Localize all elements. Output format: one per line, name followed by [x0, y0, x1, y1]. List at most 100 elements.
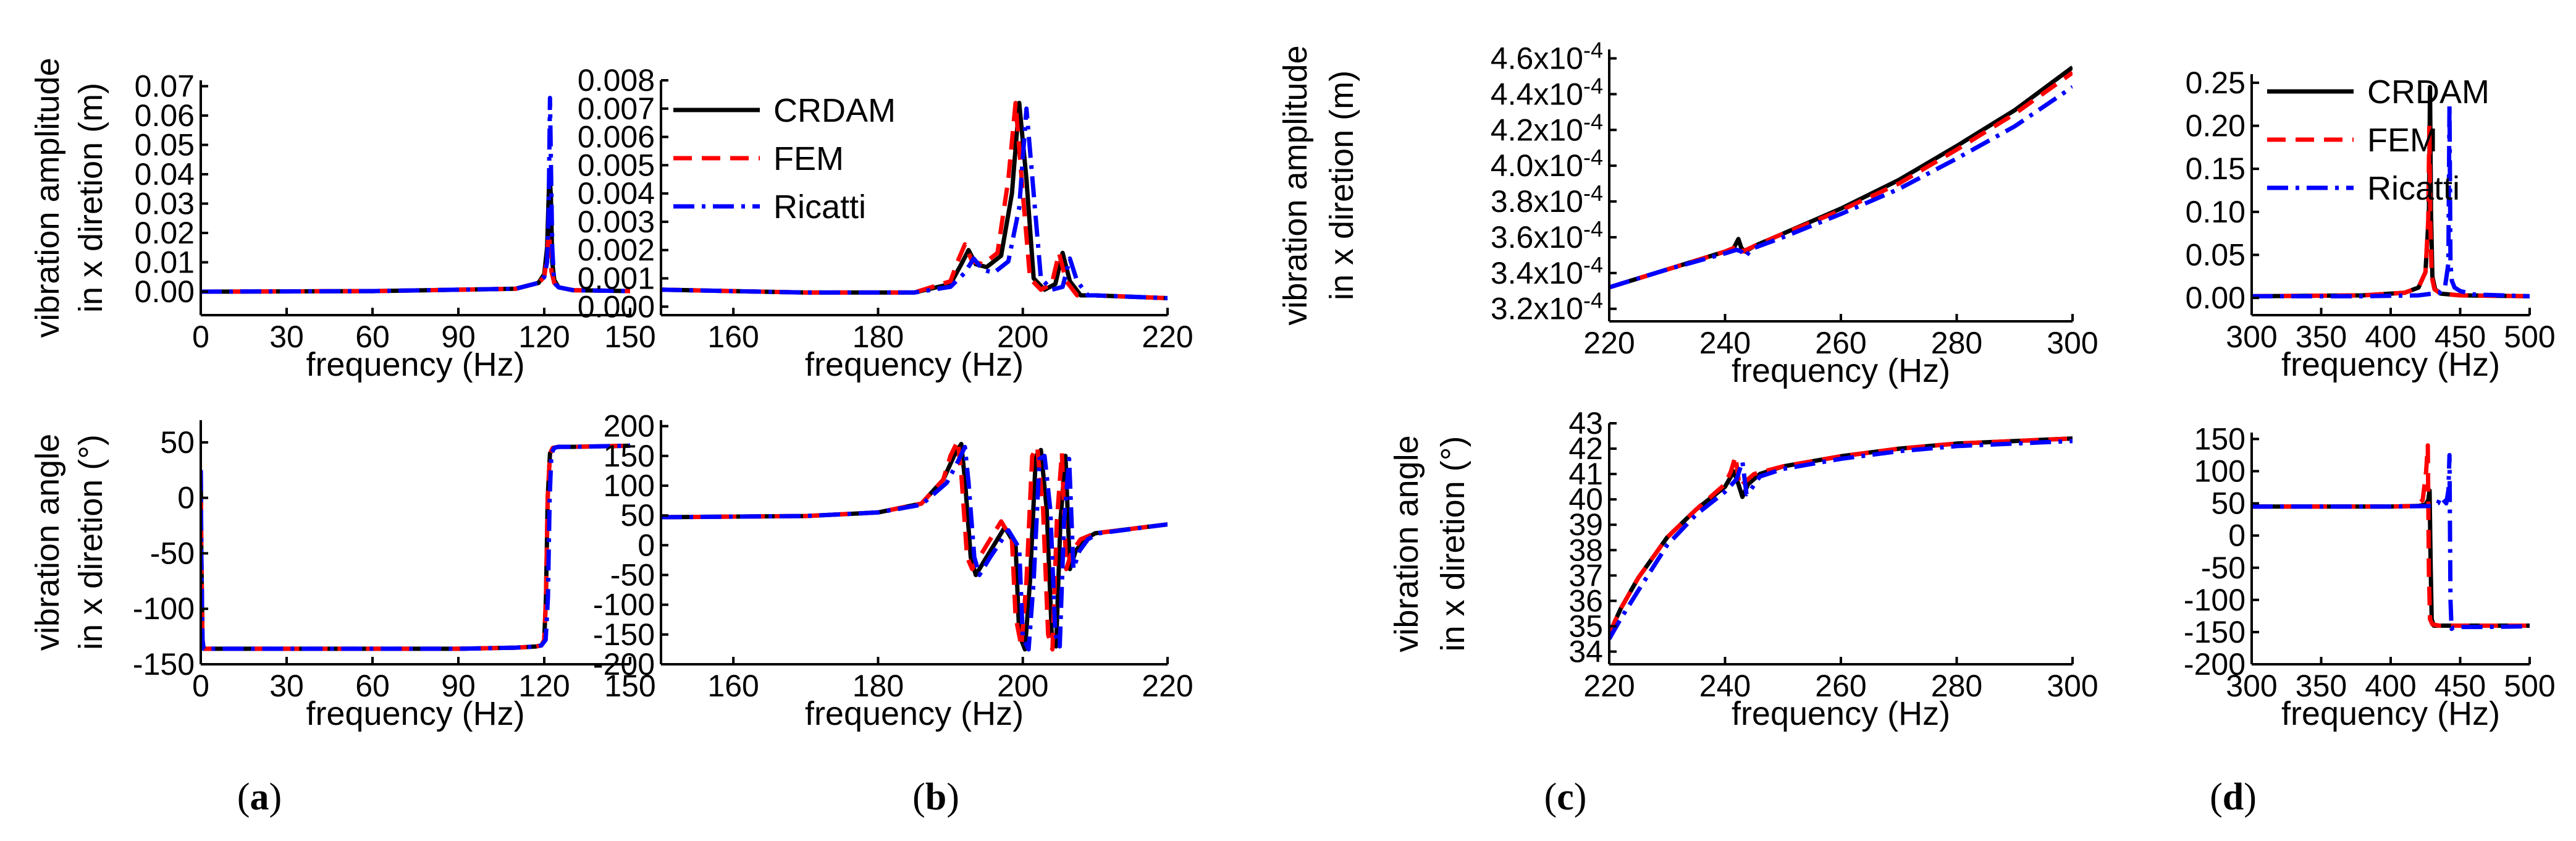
y-tick-label: 200 [604, 409, 655, 444]
y-tick-label: 0.04 [135, 157, 195, 192]
y-axis-label-line2: in x diretion (m) [72, 83, 109, 313]
x-axis-label: frequency (Hz) [1732, 695, 1950, 732]
y-tick-label: 0.25 [2186, 66, 2246, 100]
chart-d_top: 300 350 400 450 500 0.00 0.05 0.10 0.15 0.20 0.25 f… [2186, 66, 2556, 383]
series-line-fem-a_bot [201, 443, 630, 651]
y-tick-label: 4.2x10-4 [1491, 109, 1603, 147]
x-tick-label: 300 [2047, 669, 2098, 703]
series-line-ricatti-d_top [2252, 102, 2530, 298]
y-tick-label: 35 [1568, 609, 1603, 643]
x-tick-label: 150 [604, 319, 655, 354]
x-tick-label: 60 [355, 319, 390, 354]
series-line-ricatti-c_bot [1609, 439, 2073, 640]
x-tick-label: 450 [2435, 669, 2486, 703]
y-tick-label: 0.03 [135, 187, 195, 221]
x-tick-label: 300 [2226, 669, 2277, 703]
series-line-crdam-a_top [201, 172, 630, 294]
series-line-fem-c_bot [1609, 436, 2073, 635]
x-axis-label: frequency (Hz) [805, 695, 1024, 732]
y-tick-label: 0.005 [578, 148, 655, 182]
y-tick-label: 38 [1568, 533, 1603, 567]
x-tick-label: 260 [1815, 669, 1866, 703]
x-tick-label: 30 [269, 669, 304, 703]
y-tick-label: 0.15 [2186, 151, 2246, 186]
y-axis-label-line2: in x diretion (°) [1434, 436, 1471, 652]
x-tick-label: 500 [2504, 319, 2555, 354]
y-axis-label-line1: vibration amplitude [1277, 45, 1314, 325]
y-tick-label: -100 [593, 588, 655, 622]
x-tick-label: 400 [2365, 669, 2416, 703]
legend-label-fem: FEM [2367, 122, 2438, 159]
x-axis-label: frequency (Hz) [805, 346, 1024, 383]
x-tick-label: 0 [192, 319, 209, 354]
legend-label-fem: FEM [773, 140, 844, 177]
y-tick-label: 0.05 [2186, 238, 2246, 273]
y-tick-label: 0.05 [135, 128, 195, 163]
x-tick-label: 180 [852, 319, 904, 354]
series-group-c_top [1609, 66, 2073, 290]
y-tick-label: -200 [593, 647, 655, 682]
y-tick-label: 43 [1568, 406, 1603, 441]
legend-label-ricatti: Ricatti [2367, 170, 2460, 207]
caption-b: (b) [912, 776, 959, 818]
x-tick-label: 220 [1583, 326, 1635, 360]
caption-a: (a) [237, 776, 282, 818]
x-tick-label: 120 [518, 319, 570, 354]
x-tick-label: 200 [997, 319, 1048, 354]
series-line-fem-d_top [2252, 124, 2530, 298]
y-tick-label: 150 [604, 439, 655, 473]
y-axis-label-line1: vibration angle [29, 434, 66, 651]
x-tick-label: 60 [355, 669, 390, 703]
series-group-b_bot [661, 439, 1168, 652]
x-tick-label: 120 [518, 669, 570, 703]
y-tick-label: 42 [1568, 431, 1603, 466]
series-group-b_top [661, 101, 1168, 300]
x-tick-label: 350 [2296, 319, 2347, 354]
series-line-crdam-d_bot [2252, 488, 2530, 628]
y-tick-label: 3.8x10-4 [1491, 180, 1603, 219]
y-tick-label: 50 [620, 498, 655, 533]
y-tick-label: 0 [177, 481, 195, 515]
y-tick-label: 100 [604, 468, 655, 503]
x-axis-label: frequency (Hz) [306, 695, 524, 732]
y-axis-label-line1: vibration angle [1388, 435, 1425, 652]
y-tick-label: 0.20 [2186, 109, 2246, 143]
y-tick-label: 0.00 [2186, 281, 2246, 315]
series-line-fem-b_bot [661, 439, 1168, 652]
x-tick-label: 90 [441, 669, 476, 703]
series-line-fem-b_top [661, 101, 1168, 300]
series-line-crdam-b_top [661, 101, 1168, 300]
chart-c_top: 220 240 260 280 300 3.2x10-43.4x10-43.6x10-43… [1277, 37, 2098, 389]
y-tick-label: 3.2x10-4 [1491, 288, 1603, 326]
y-tick-label: -150 [2184, 615, 2246, 649]
legend-d_top: CRDAM FEM Ricatti [2267, 74, 2490, 207]
y-tick-label: 3.4x10-4 [1491, 252, 1603, 290]
series-group-d_bot [2252, 443, 2530, 632]
series-line-ricatti-a_bot [201, 443, 630, 651]
y-tick-label: 0.003 [578, 205, 655, 239]
series-group-a_top [201, 96, 630, 294]
y-tick-label: 100 [2194, 454, 2246, 489]
y-tick-label: 0.07 [135, 69, 195, 104]
x-axis-label: frequency (Hz) [2281, 346, 2500, 383]
y-axis-label-line2: in x diretion (m) [1323, 70, 1360, 300]
series-line-crdam-a_bot [201, 443, 630, 651]
x-tick-label: 280 [1931, 326, 1982, 360]
y-tick-label: 40 [1568, 482, 1603, 517]
y-axis-label-line1: vibration amplitude [29, 57, 66, 337]
x-tick-label: 160 [707, 669, 759, 703]
series-line-ricatti-d_bot [2252, 453, 2530, 632]
y-tick-label: 0.002 [578, 233, 655, 268]
x-tick-label: 200 [997, 669, 1048, 703]
y-tick-label: 36 [1568, 583, 1603, 618]
x-axis-label: frequency (Hz) [1732, 352, 1950, 389]
x-tick-label: 220 [1142, 669, 1193, 703]
x-tick-label: 180 [852, 669, 904, 703]
y-tick-label: 0.00 [135, 274, 195, 309]
caption-d: (d) [2210, 776, 2257, 818]
x-tick-label: 350 [2296, 669, 2347, 703]
x-tick-label: 400 [2365, 319, 2416, 354]
series-line-crdam-b_bot [661, 442, 1168, 652]
